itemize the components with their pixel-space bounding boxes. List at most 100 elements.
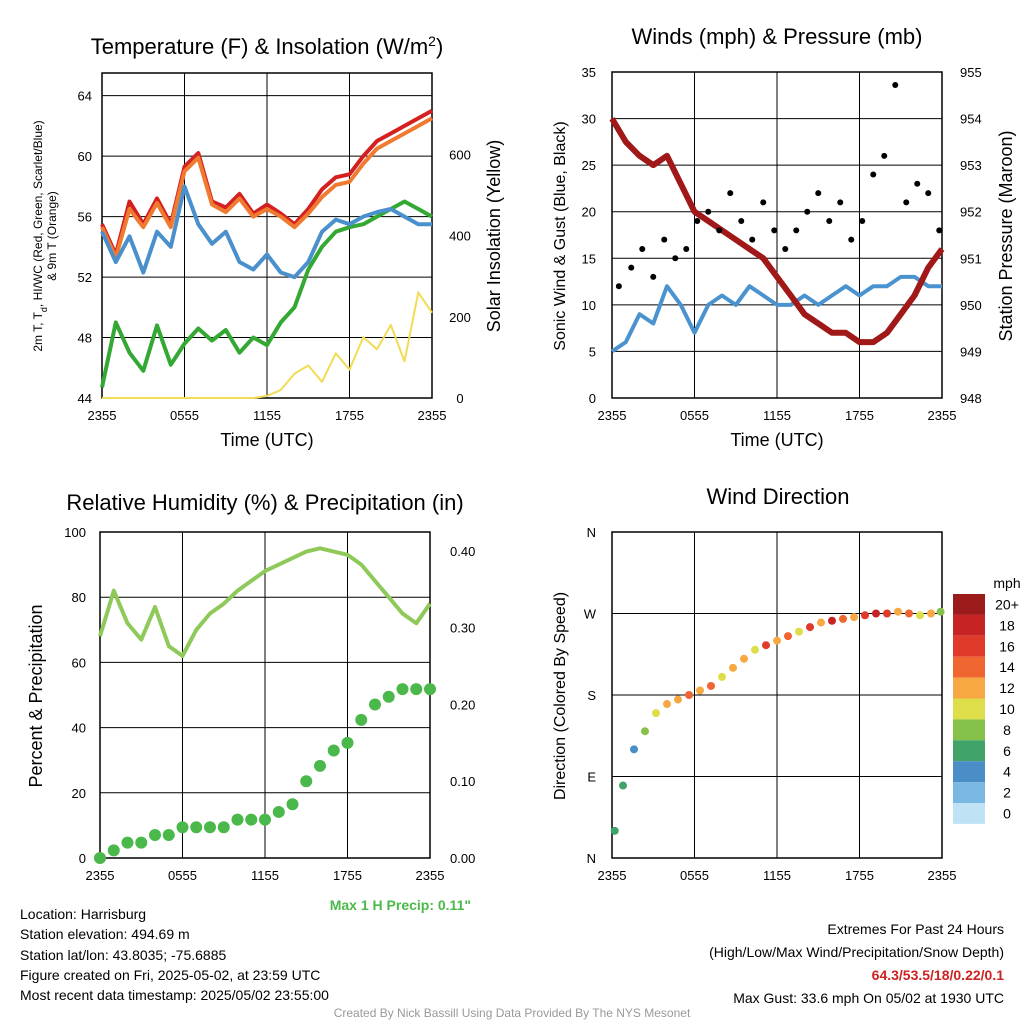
legend-label: 14 [999,659,1015,675]
temp-chart-x-tick-label: 2355 [88,408,117,423]
dir-y-tick-label: E [587,770,596,785]
precip-y2-tick-label: 0.20 [450,697,475,712]
precip-point [410,683,423,696]
temp-y-tick-label: 56 [78,210,92,225]
series-dewpoint [100,199,433,388]
direction-point [828,616,836,625]
direction-point [610,826,619,835]
temp-chart-x-tick-label: 1155 [253,408,281,423]
location-text: Location: Harrisburg [20,906,147,922]
precip-point [424,683,436,696]
direction-point [883,609,891,618]
direction-point [936,607,945,616]
max-precip-label: Max 1 H Precip: 0.11" [330,897,471,913]
gust-point [738,218,745,225]
gust-point [705,208,712,215]
rh-chart-x-tick-label: 2355 [416,868,445,883]
latlon-text: Station lat/lon: 43.8035; -75.6885 [20,946,227,963]
legend-label: 0 [1003,805,1011,821]
gust-point [694,218,701,225]
precip-point [162,828,175,841]
legend-swatch [953,635,985,657]
created-text: Figure created on Fri, 2025-05-02, at 23… [20,966,321,983]
insol-y2-tick-label: 400 [449,229,471,244]
precip-point [300,775,313,788]
direction-point [916,611,924,620]
precip-point [135,836,148,849]
wind-chart-title: Winds (mph) & Pressure (mb) [632,24,923,49]
pressure-y2-tick-label: 949 [960,344,982,359]
direction-point [806,623,814,632]
elevation-text: Station elevation: 494.69 m [20,926,190,943]
precip-point [259,813,271,826]
rh-chart-x-tick-label: 2355 [86,868,115,883]
direction-point [817,618,825,627]
gust-point [925,190,932,197]
temp-chart-x-tick-label: 1755 [335,408,364,423]
dir-y-tick-label: W [584,607,597,622]
wind-y-tick-label: 35 [582,65,596,80]
direction-point [861,611,869,620]
legend-swatch [953,614,985,636]
temp-chart-x-tick-label: 0555 [170,408,199,423]
gust-point [936,227,943,234]
legend-swatch [953,782,985,803]
pressure-y2-tick-label: 953 [960,158,982,173]
precip-y2-tick-label: 0.30 [450,621,475,636]
rh-chart-title: Relative Humidity (%) & Precipitation (i… [66,490,463,515]
direction-point [630,745,638,754]
legend-swatch [953,677,985,699]
rh-y-axis-label: Percent & Precipitation [26,604,46,787]
temp-y-tick-label: 48 [78,331,92,346]
precip-point [190,821,203,834]
direction-point [784,632,792,641]
rh-y-tick-label: 60 [72,655,86,670]
series-insolation [102,291,433,399]
wind-y-axis-label: Sonic Wind & Gust (Blue, Black) [552,121,569,350]
gust-point [881,152,888,159]
extremes-info: Extremes For Past 24 Hours (High/Low/Max… [709,918,1004,1010]
precip-point [121,836,134,849]
wind-chart-frame [611,71,943,399]
precip-point [231,813,244,826]
gust-point [793,227,800,234]
gust-point [848,236,855,243]
precip-point [382,690,395,703]
precip-point [204,821,216,834]
precip-point [176,821,189,834]
dir-y-tick-label: S [587,688,596,703]
direction-point [839,614,847,623]
precip-point [396,683,409,696]
precip-y2-tick-label: 0.40 [450,544,475,559]
legend-label: 10 [999,701,1015,717]
temp-y-tick-label: 44 [78,391,92,406]
wind-y-tick-label: 10 [582,298,596,313]
temp-y-tick-label: 60 [78,149,92,164]
direction-point [927,609,935,618]
gust-point [749,236,756,243]
legend-swatch [953,656,985,678]
direction-point [641,727,649,736]
legend-unit: mph [993,575,1020,591]
series-temp_2m [100,109,433,257]
series-wind [610,274,942,354]
legend-label: 4 [1003,764,1011,780]
gust-point [815,190,822,197]
precip-point [369,698,381,711]
series-hi_wc [100,184,432,280]
wind-y-tick-label: 25 [582,158,596,173]
precip-point [355,713,368,726]
temp-y-tick-label: 52 [78,270,92,285]
precip-point [314,759,326,772]
legend-swatch [953,719,985,741]
wind-y-tick-label: 5 [589,344,596,359]
direction-point [740,654,748,663]
gust-point [837,199,844,206]
pressure-y2-tick-label: 952 [960,205,982,220]
wind-y-tick-label: 15 [582,251,596,266]
dir-chart-x-tick-label: 1155 [763,868,791,883]
dir-chart-x-tick-label: 2355 [598,868,627,883]
precip-point [107,844,120,857]
gust-point [672,255,679,262]
